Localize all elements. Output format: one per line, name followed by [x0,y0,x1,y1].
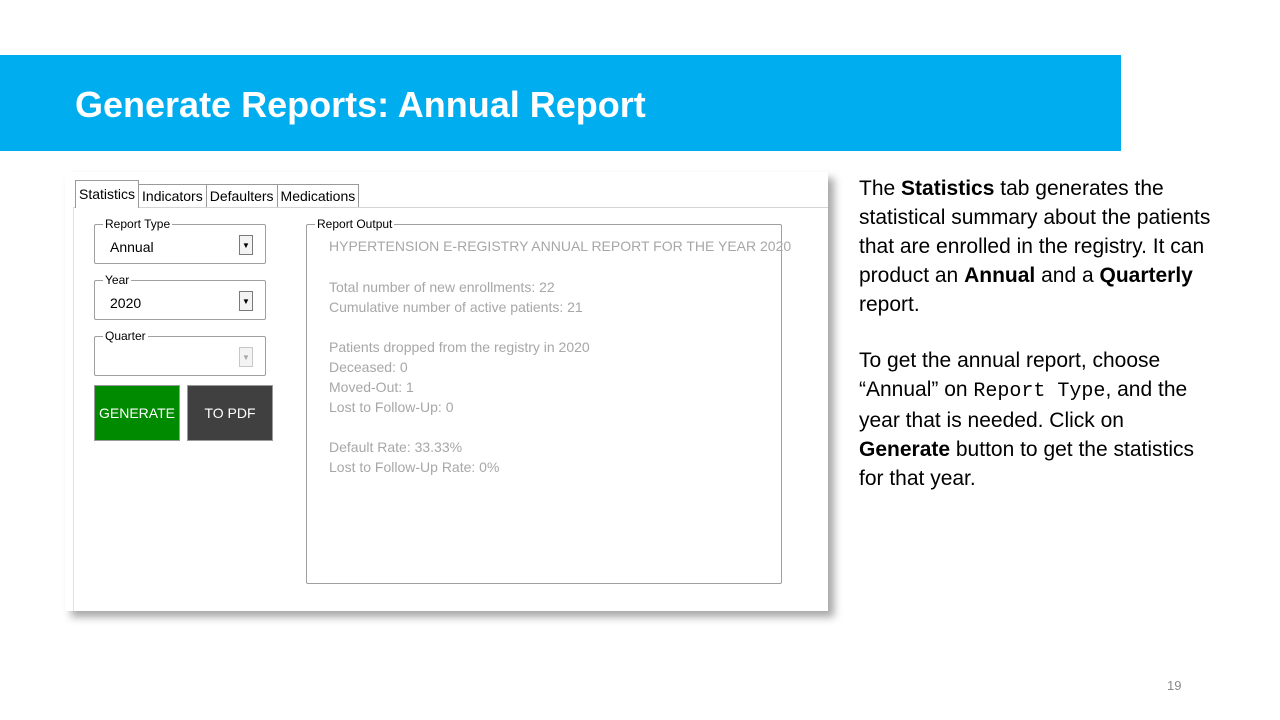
quarter-label: Quarter [103,329,148,343]
report-output-label: Report Output [315,217,395,231]
bold-run: Statistics [901,177,995,200]
tab-statistics[interactable]: Statistics [75,180,140,208]
report-type-label: Report Type [103,217,173,231]
quarter-group: Quarter ▼ [94,329,266,376]
tab-defaulters[interactable]: Defaulters [205,184,278,208]
to-pdf-button[interactable]: TO PDF [187,385,273,441]
year-select[interactable]: 2020 ▼ [95,281,265,319]
report-line: Moved-Out: 1 [329,379,414,395]
description-paragraph-1: The Statistics tab generates the statist… [859,174,1219,319]
report-type-select[interactable]: Annual ▼ [95,225,265,263]
year-value: 2020 [110,295,142,311]
code-run: Report Type [973,380,1106,403]
slide-title: Generate Reports: Annual Report [75,84,646,125]
text-run: , and the year that is needed. Click on [859,378,1188,432]
generate-button[interactable]: GENERATE [94,385,180,441]
tab-strip: Statistics Indicators Defaulters Medicat… [75,180,360,208]
report-output-area[interactable]: HYPERTENSION E-REGISTRY ANNUAL REPORT FO… [307,225,791,583]
report-line: Default Rate: 33.33% [329,439,463,455]
page-number: 19 [1167,678,1182,693]
text-run: To get the annual report, choose “Annual… [859,349,1161,401]
text-run: report. [859,293,920,316]
report-type-value: Annual [110,239,154,255]
report-line: Lost to Follow-Up: 0 [329,399,454,415]
statistics-panel: Statistics Indicators Defaulters Medicat… [73,180,828,611]
tab-indicators[interactable]: Indicators [138,184,207,208]
chevron-down-icon[interactable]: ▼ [239,291,253,311]
report-line: Cumulative number of active patients: 21 [329,299,583,315]
report-type-group: Report Type Annual ▼ [94,217,266,264]
text-run: tab generates the statistical summary ab… [859,177,1211,287]
description-text: The Statistics tab generates the statist… [859,174,1219,493]
report-heading: HYPERTENSION E-REGISTRY ANNUAL REPORT FO… [329,238,792,254]
app-screenshot: Statistics Indicators Defaulters Medicat… [65,172,828,611]
title-banner [0,55,1121,151]
report-line: Total number of new enrollments: 22 [329,279,555,295]
report-line: Deceased: 0 [329,359,408,375]
panel-border [73,207,74,611]
chevron-down-icon[interactable]: ▼ [239,347,253,367]
text-run: button to get the statistics for that ye… [859,438,1195,490]
bold-run: Generate [859,438,951,461]
tab-divider [73,207,828,208]
year-label: Year [103,273,132,287]
bold-run: Annual [964,264,1036,287]
report-line: Patients dropped from the registry in 20… [329,339,590,355]
report-output-group: Report Output HYPERTENSION E-REGISTRY AN… [306,217,791,584]
quarter-select[interactable]: ▼ [95,337,265,375]
tab-medications[interactable]: Medications [276,184,360,208]
year-group: Year 2020 ▼ [94,273,266,320]
bold-run: Quarterly [1099,264,1193,287]
report-line: Lost to Follow-Up Rate: 0% [329,459,500,475]
chevron-down-icon[interactable]: ▼ [239,235,253,255]
text-run: and a [1035,264,1100,287]
text-run: The [859,177,902,200]
description-paragraph-2: To get the annual report, choose “Annual… [859,346,1219,493]
